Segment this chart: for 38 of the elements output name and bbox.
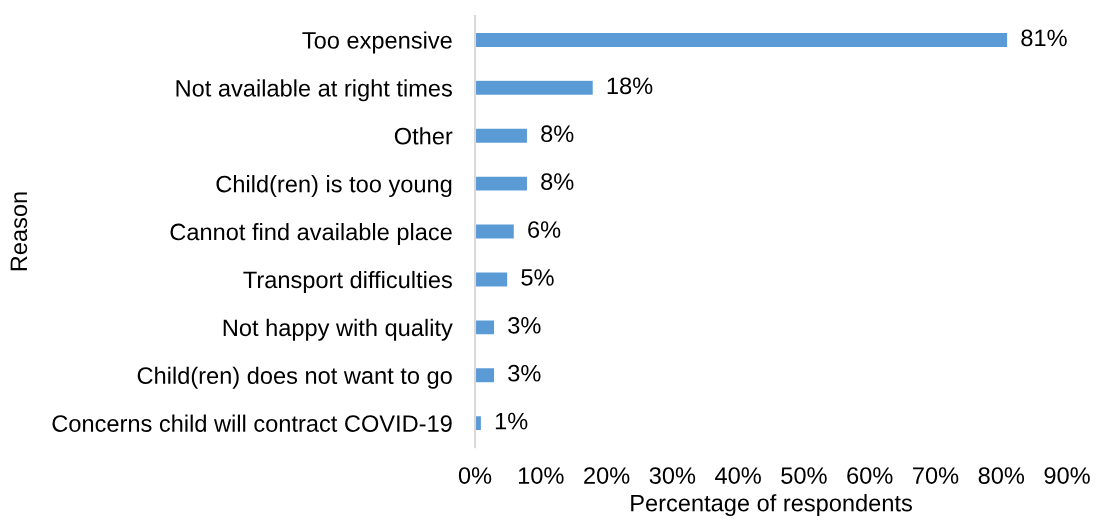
x-axis-title: Percentage of respondents [631,494,912,517]
x-tick-label: 50% [781,467,827,484]
data-label: 8% [541,125,574,143]
y-tick-label: Child(ren) is too young [216,175,452,198]
x-tick-label: 80% [978,467,1025,484]
y-tick-label: Too expensive [302,31,452,54]
x-tick-label: 30% [649,467,696,484]
bar [475,175,529,193]
x-tick-label: 70% [913,467,959,484]
bar [475,31,1009,49]
y-tick-label: Cannot find available place [170,222,452,245]
data-label: 8% [541,173,574,190]
bar [475,223,516,240]
y-tick-label: Not available at right times [176,79,452,102]
y-tick-label: Other [394,127,453,145]
bar [475,79,595,97]
x-tick-label: 0% [458,467,492,484]
data-label: 6% [528,221,561,238]
x-tick-label: 60% [847,467,893,484]
bar [475,127,529,145]
y-tick-label: Transport difficulties [243,270,452,293]
x-tick-label: 40% [715,467,761,484]
y-tick-label: Child(ren) does not want to go [137,366,452,389]
data-label: 3% [508,316,541,334]
data-label: 18% [607,77,653,95]
data-label: 5% [521,269,554,286]
y-tick-label: Concerns child will contract COVID-19 [52,414,452,432]
data-label: 1% [495,412,528,430]
bar [475,318,496,336]
x-tick-label: 20% [584,467,630,484]
x-tick-label: 90% [1044,467,1090,484]
y-tick-label: Not happy with quality [223,318,453,341]
bar [475,366,496,384]
bar [475,271,509,288]
data-label: 3% [508,364,541,382]
data-label: 81% [1021,29,1067,47]
x-tick-label: 10% [518,467,564,484]
y-axis-title: Reason [10,192,28,271]
